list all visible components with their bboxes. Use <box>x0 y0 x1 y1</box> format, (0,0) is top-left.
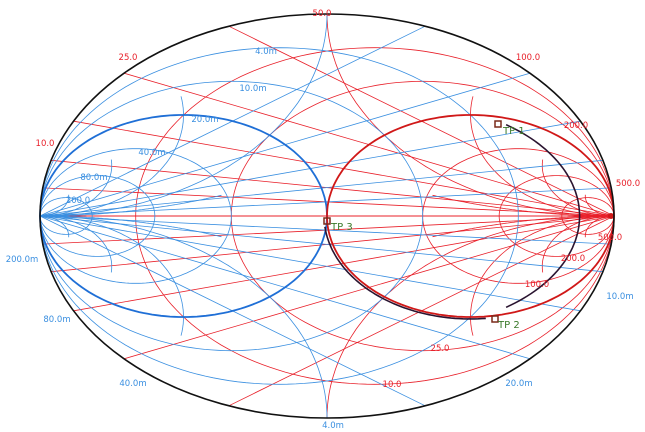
x-label-25-lower: 25.0 <box>431 344 450 354</box>
b-label-80m-upper: 80.0m <box>80 173 107 183</box>
g-label-200m: 200.0m <box>6 255 39 265</box>
b-label-4m-upper: 4.0m <box>255 47 277 57</box>
reactance-arc <box>432 215 614 238</box>
susceptance-arc <box>40 194 222 217</box>
tp1-label: TP 1 <box>502 126 525 137</box>
chart-boundary <box>39 13 615 419</box>
tp2-label: TP 2 <box>497 320 520 331</box>
x-label-500-upper: 500.0 <box>616 179 640 189</box>
x-label-200-lower: 200.0 <box>561 254 585 264</box>
b-label-40m-lower: 40.0m <box>119 379 146 389</box>
load-point-marker <box>608 213 614 219</box>
tp3-label: TP 3 <box>330 222 353 233</box>
g-label-200-upper: 200.0 <box>66 196 90 206</box>
trace-tp1-tp2 <box>505 123 581 309</box>
x-label-100-upper: 100.0 <box>516 53 540 63</box>
test-points: TP 1 TP 2 TP 3 <box>323 120 525 331</box>
x-label-10-lower: 10.0 <box>383 380 402 390</box>
susceptance-arc <box>40 159 113 217</box>
x-label-200-upper: 200.0 <box>564 121 588 131</box>
r-label-50: 50.0 <box>313 9 332 19</box>
susceptance-arc <box>40 215 113 273</box>
trace-tp2-tp3 <box>324 226 486 320</box>
b-label-4m-lower: 4.0m <box>322 421 344 431</box>
tp1-marker <box>494 120 502 128</box>
b-label-10m-upper: 10.0m <box>239 84 266 94</box>
b-label-10m-lower: 10.0m <box>606 292 633 302</box>
x-label-10-upper: 10.0 <box>36 139 55 149</box>
x-label-100-lower: 100.0 <box>525 280 549 290</box>
reactance-arc <box>432 194 614 217</box>
reactance-arc <box>541 159 614 217</box>
susceptance-arc <box>40 215 222 238</box>
x-label-25-upper: 25.0 <box>119 53 138 63</box>
x-label-500-lower: 500.0 <box>598 233 622 243</box>
b-label-20m-lower: 20.0m <box>505 379 532 389</box>
tp3-marker <box>323 217 331 225</box>
unity-resistance-circle <box>326 114 615 318</box>
grid-labels: 50.0 25.0 100.0 200.0 500.0 10.0 500.0 200.0 100… <box>6 9 640 431</box>
tp2-marker <box>491 315 499 323</box>
b-label-40m-upper: 40.0m <box>138 148 165 158</box>
b-label-80m-lower: 80.0m <box>43 315 70 325</box>
b-label-20m-upper: 20.0m <box>191 115 218 125</box>
